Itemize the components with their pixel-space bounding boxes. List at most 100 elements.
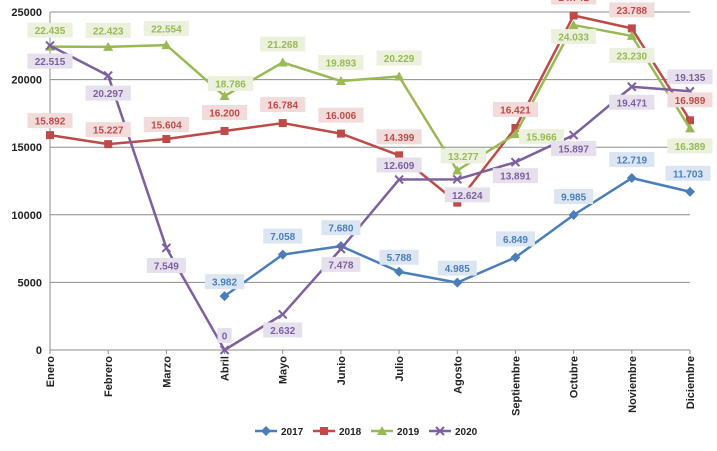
data-label: 12.624 [444, 187, 490, 203]
data-label-text: 15.892 [35, 117, 66, 128]
y-tick-label: 25000 [11, 7, 42, 19]
data-label-text: 16.784 [267, 101, 298, 112]
data-label: 15.966 [518, 129, 565, 145]
data-label: 22.554 [143, 21, 189, 37]
legend: 2017 2018 2019 2020 [255, 426, 478, 438]
legend-item-2017: 2017 [255, 426, 304, 438]
data-label: 11.703 [665, 165, 711, 181]
x-tick-label: Mayo [278, 356, 290, 384]
point [510, 252, 521, 263]
data-label: 19.135 [667, 69, 713, 85]
data-label: 6.849 [495, 231, 535, 247]
data-label: 19.893 [318, 55, 364, 71]
data-label-bg [318, 55, 364, 71]
point-stroke [394, 174, 404, 185]
point [453, 198, 462, 207]
grid-lines [50, 11, 690, 351]
point [627, 24, 636, 33]
data-label: 18.786 [207, 76, 254, 92]
data-label: 12.719 [609, 152, 655, 168]
series-2018 [46, 11, 694, 207]
data-label-bg [27, 113, 73, 129]
data-label-bg [551, 141, 597, 157]
data-label: 22.435 [27, 22, 73, 38]
data-label: 12.609 [376, 157, 422, 173]
data-label-text: 19.135 [675, 73, 706, 84]
data-label-text: 18.786 [215, 80, 246, 91]
data-label-bg [551, 0, 597, 5]
data-label-bg [492, 101, 539, 117]
data-label-bg [263, 322, 303, 338]
data-label: 21.268 [260, 36, 306, 52]
point [685, 123, 695, 133]
data-label-bg [207, 76, 254, 92]
series-line-2020 [49, 44, 691, 352]
data-label-bg [85, 122, 131, 138]
point [510, 129, 521, 139]
x-tick-label: Agosto [452, 356, 464, 394]
data-label-text: 7.478 [328, 260, 353, 271]
point [685, 186, 695, 197]
x-tick-label: Noviembre [627, 356, 639, 413]
data-label: 7.549 [146, 257, 186, 273]
data-label-text: 19.893 [326, 59, 357, 70]
data-label-bg [27, 22, 73, 38]
point [45, 40, 55, 51]
data-label-bg [667, 69, 713, 85]
data-label-bg [492, 168, 539, 184]
data-label: 16.200 [201, 104, 248, 120]
point-stroke [435, 426, 445, 436]
data-label-bg [146, 257, 186, 273]
point [261, 426, 271, 436]
data-label: 13.277 [440, 148, 486, 164]
data-label-bg [376, 129, 422, 145]
data-label-bg [495, 231, 535, 247]
data-label-text: 24.033 [558, 33, 589, 44]
data-label: 16.389 [667, 138, 713, 154]
data-label: 23.230 [609, 47, 655, 63]
series-2017 [219, 173, 695, 302]
data-label-bg [444, 187, 490, 203]
point [278, 309, 288, 320]
data-label: 20.297 [85, 85, 131, 101]
data-label-bg [376, 157, 422, 173]
data-label-text: 2.632 [270, 326, 295, 337]
data-label-text: 16.389 [675, 142, 706, 153]
point [686, 116, 694, 125]
point [569, 11, 578, 20]
point [511, 123, 520, 132]
data-label: 15.227 [85, 122, 131, 138]
data-label-text: 20.229 [384, 54, 415, 65]
data-label-bg [667, 138, 713, 154]
data-label-bg [379, 249, 419, 265]
point [568, 210, 579, 221]
data-label-text: 13.277 [448, 152, 479, 163]
series-2020 [45, 40, 695, 355]
data-label-text: 7.058 [270, 232, 295, 243]
point-stroke [278, 309, 288, 320]
point [452, 174, 462, 185]
data-label-text: 16.989 [675, 96, 706, 107]
point [219, 91, 230, 101]
x-tick-label: Julio [394, 356, 406, 382]
data-label-text: 19.471 [617, 98, 648, 109]
data-label-bg [321, 256, 361, 272]
data-label-bg [260, 36, 306, 52]
data-label-bg [609, 94, 655, 110]
point-stroke [510, 157, 521, 167]
data-label-text: 7.549 [154, 261, 179, 272]
data-label: 7.680 [321, 220, 361, 236]
data-label-text: 15.227 [93, 126, 124, 137]
point [162, 135, 171, 144]
data-label-text: 15.966 [526, 133, 557, 144]
data-label-text: 16.006 [326, 111, 357, 122]
data-label: 23.788 [609, 2, 655, 18]
data-label-text: 0 [222, 332, 228, 343]
data-label-bg [376, 50, 422, 66]
x-tick-label: Febrero [103, 356, 115, 397]
point [277, 57, 288, 67]
series-2019 [45, 20, 695, 175]
data-label: 16.006 [318, 107, 364, 123]
data-label-bg [201, 104, 248, 120]
x-tick-label: Abril [220, 356, 232, 381]
